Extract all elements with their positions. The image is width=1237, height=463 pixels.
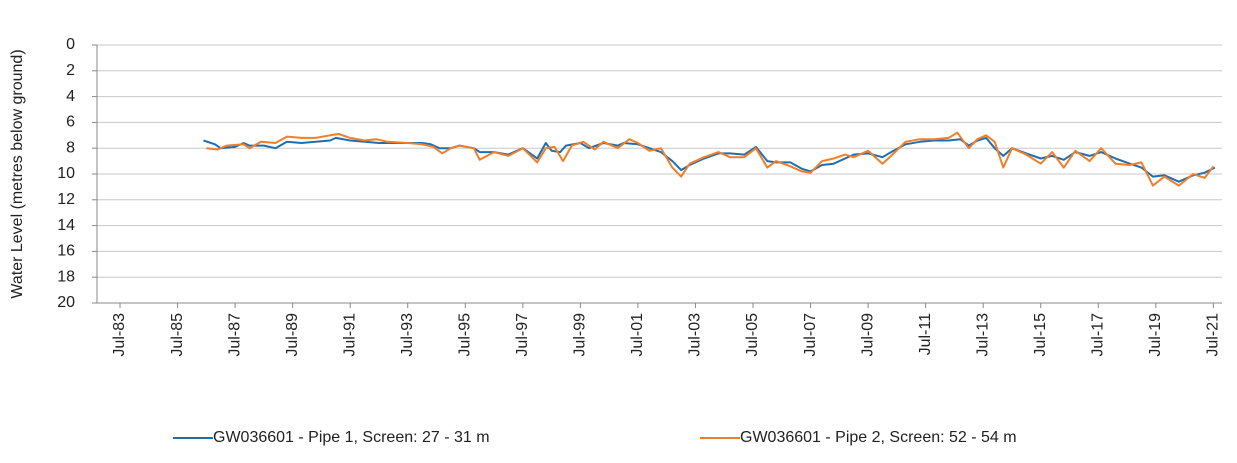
y-tick-label: 20 [57,294,75,311]
y-tick-label: 0 [66,36,75,53]
series-line [203,136,1216,183]
x-tick-label: Jul-19 [1147,313,1164,357]
y-tick-label: 4 [66,88,75,105]
x-tick-label: Jul-17 [1089,313,1106,357]
x-tick-label: Jul-93 [399,313,416,357]
y-tick-label: 14 [57,217,75,234]
y-tick-label: 2 [66,62,75,79]
x-tick-label: Jul-97 [514,313,531,357]
x-tick-label: Jul-85 [169,313,186,357]
x-tick-label: Jul-11 [917,313,934,355]
x-tick-label: Jul-95 [457,313,474,357]
x-tick-label: Jul-83 [111,313,128,357]
legend-label: GW036601 - Pipe 1, Screen: 27 - 31 m [213,429,490,446]
x-tick-label: Jul-13 [974,313,991,357]
y-tick-label: 16 [57,243,75,260]
x-tick-label: Jul-05 [744,313,761,357]
y-tick-label: 6 [66,114,75,131]
x-tick-label: Jul-15 [1032,313,1049,357]
y-tick-label: 12 [57,191,75,208]
x-tick-label: Jul-01 [629,313,646,357]
x-tick-label: Jul-91 [341,313,358,357]
x-tick-label: Jul-99 [572,313,589,357]
x-tick-label: Jul-21 [1205,313,1222,357]
x-tick-label: Jul-03 [687,313,704,357]
y-tick-label: 10 [57,165,75,182]
y-tick-label: 18 [57,268,75,285]
x-tick-label: Jul-87 [226,313,243,357]
x-tick-label: Jul-89 [284,313,301,357]
series-line [206,131,1215,187]
y-tick-label: 8 [66,139,75,156]
x-tick-label: Jul-09 [859,313,876,357]
legend-label: GW036601 - Pipe 2, Screen: 52 - 54 m [740,429,1017,446]
y-axis-title: Water Level (metres below ground) [9,49,26,298]
x-tick-label: Jul-07 [802,313,819,357]
